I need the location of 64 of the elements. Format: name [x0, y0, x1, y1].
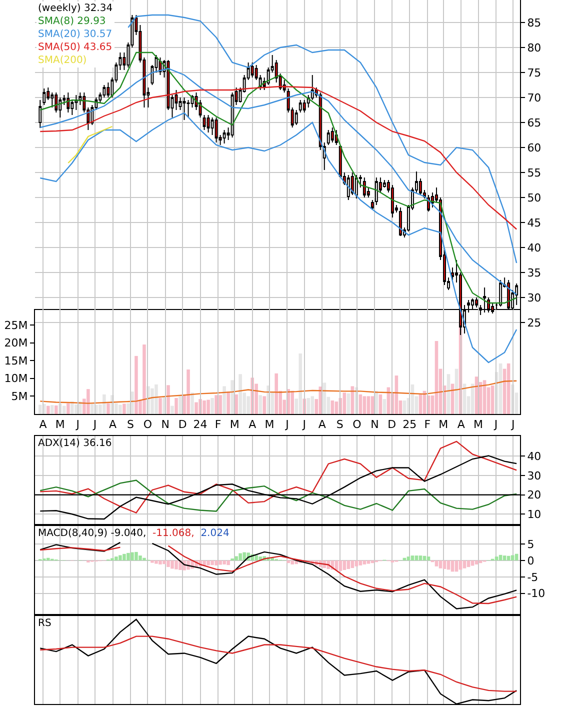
x-tick-label: M — [230, 418, 240, 432]
x-tick-label: F — [424, 418, 431, 432]
y-tick-label: 70 — [527, 91, 542, 104]
x-tick-label: J — [510, 418, 515, 432]
y-tick-label: 55 — [527, 166, 542, 180]
x-tick-label: S — [127, 418, 134, 432]
y-tick-label: 5M — [11, 390, 28, 404]
x-tick-label: J — [284, 418, 289, 432]
x-tick-label: A — [39, 418, 48, 432]
y-tick-label: 45 — [527, 216, 542, 230]
x-tick-label: M — [438, 418, 448, 432]
x-tick-label: 24 — [193, 418, 208, 432]
x-tick-label: J — [302, 418, 306, 432]
y-tick-label: 25 — [527, 316, 542, 330]
text: SMA(200) — [38, 55, 87, 66]
text: ADX(14) 36.16 — [38, 438, 112, 449]
y-tick-label: 30 — [527, 291, 542, 304]
text: SMA(8) 29.93 — [38, 16, 106, 27]
y-tick-label: 25M — [4, 318, 28, 332]
series-label: MACD(8,40,9) -9.040, — [38, 528, 146, 539]
x-tick-label: 25 — [402, 418, 417, 432]
text: SMA(20) 30.57 — [38, 29, 112, 40]
y-tick-label: 10M — [4, 372, 28, 386]
x-tick-label: M — [264, 418, 274, 432]
x-tick-label: N — [370, 418, 379, 432]
x-tick-label: O — [352, 418, 362, 432]
y-tick-label: 40 — [527, 450, 542, 463]
x-tick-label: O — [143, 418, 152, 432]
y-tick-label: 65 — [527, 116, 542, 130]
y-tick-label: 0 — [527, 554, 534, 568]
x-tick-label: M — [55, 418, 65, 432]
x-tick-label: M — [474, 418, 483, 432]
x-tick-label: J — [75, 418, 80, 432]
x-tick-label: D — [388, 418, 396, 432]
x-tick-label: J — [92, 418, 97, 432]
x-tick-label: N — [161, 418, 170, 432]
x-tick-label: D — [178, 418, 187, 432]
series-label: RS — [38, 618, 52, 629]
text: SMA(50) 43.65 — [38, 42, 112, 53]
y-tick-label: 5 — [527, 538, 534, 551]
x-tick-label: F — [214, 418, 222, 432]
y-tick-label: 20 — [527, 488, 542, 502]
y-tick-label: 35 — [527, 266, 542, 280]
y-tick-label: 85 — [527, 16, 542, 30]
series-label: 2.024 — [200, 528, 230, 539]
y-tick-label: 10 — [527, 508, 542, 521]
x-tick-label: S — [336, 418, 344, 432]
y-tick-label: 40 — [527, 241, 542, 254]
x-tick-label: A — [318, 418, 326, 432]
y-tick-label: 80 — [527, 41, 542, 54]
legend-title: (weekly) 32.34 — [38, 3, 113, 14]
y-tick-label: 30 — [527, 469, 542, 482]
x-tick-label: A — [248, 418, 257, 432]
series-label: -11.068, — [152, 528, 194, 539]
y-tick-label: -5 — [527, 570, 538, 584]
y-tick-label: 15M — [4, 354, 28, 368]
x-tick-label: A — [457, 418, 466, 432]
y-tick-label: 50 — [527, 191, 542, 204]
y-tick-label: 75 — [527, 66, 542, 80]
y-tick-label: 20M — [4, 336, 28, 350]
y-tick-label: -10 — [527, 587, 546, 600]
x-tick-label: J — [493, 418, 498, 432]
x-tick-label: A — [109, 418, 118, 432]
y-tick-label: 60 — [527, 141, 542, 154]
